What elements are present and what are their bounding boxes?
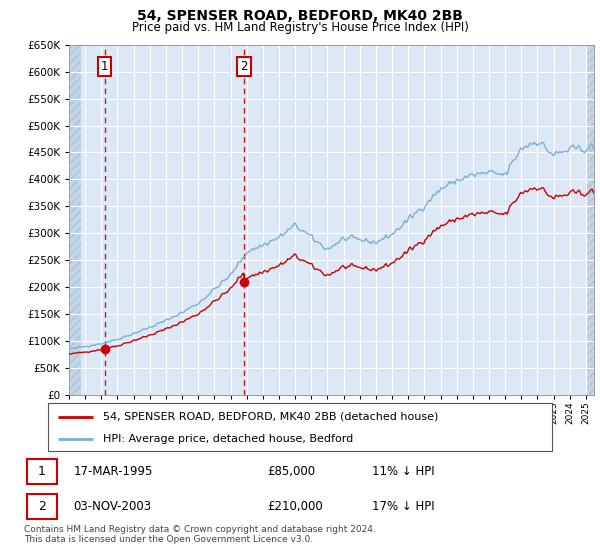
Text: Contains HM Land Registry data © Crown copyright and database right 2024.
This d: Contains HM Land Registry data © Crown c…: [24, 525, 376, 544]
Text: 17% ↓ HPI: 17% ↓ HPI: [372, 500, 434, 512]
FancyBboxPatch shape: [27, 493, 57, 519]
Text: 03-NOV-2003: 03-NOV-2003: [74, 500, 152, 512]
Text: 1: 1: [38, 465, 46, 478]
Text: Price paid vs. HM Land Registry's House Price Index (HPI): Price paid vs. HM Land Registry's House …: [131, 21, 469, 34]
Text: 1: 1: [101, 60, 109, 73]
Text: 2: 2: [38, 500, 46, 512]
Text: 54, SPENSER ROAD, BEDFORD, MK40 2BB (detached house): 54, SPENSER ROAD, BEDFORD, MK40 2BB (det…: [103, 412, 439, 422]
Text: £210,000: £210,000: [267, 500, 323, 512]
FancyBboxPatch shape: [27, 459, 57, 484]
Text: 2: 2: [241, 60, 248, 73]
Text: 17-MAR-1995: 17-MAR-1995: [74, 465, 153, 478]
Bar: [69, 45, 81, 395]
Text: HPI: Average price, detached house, Bedford: HPI: Average price, detached house, Bedf…: [103, 434, 353, 444]
FancyBboxPatch shape: [48, 403, 552, 451]
Text: 11% ↓ HPI: 11% ↓ HPI: [372, 465, 434, 478]
Bar: [587, 45, 594, 395]
Text: £85,000: £85,000: [267, 465, 315, 478]
Text: 54, SPENSER ROAD, BEDFORD, MK40 2BB: 54, SPENSER ROAD, BEDFORD, MK40 2BB: [137, 9, 463, 23]
